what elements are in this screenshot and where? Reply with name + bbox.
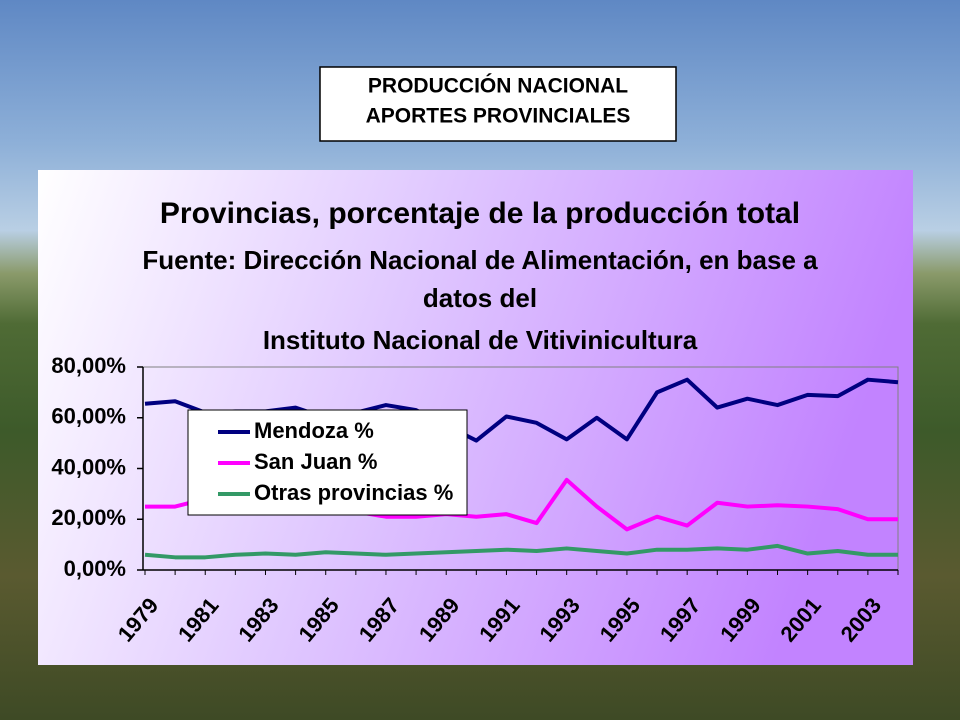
series-line: [144, 543, 898, 560]
chart-subtitle: datos del: [423, 283, 537, 313]
legend-label: San Juan %: [254, 449, 377, 474]
slide-title: PRODUCCIÓN NACIONAL: [368, 74, 628, 98]
y-tick-label: 0,00%: [64, 556, 126, 581]
y-tick-label: 60,00%: [51, 404, 126, 429]
y-tick-label: 20,00%: [51, 505, 126, 530]
y-tick-label: 80,00%: [51, 353, 126, 378]
legend-label: Mendoza %: [254, 418, 374, 443]
y-tick-label: 40,00%: [51, 454, 126, 479]
chart-subtitle: Instituto Nacional de Vitivinicultura: [263, 325, 698, 355]
chart-title: Provincias, porcentaje de la producción …: [160, 197, 800, 230]
slide-title: APORTES PROVINCIALES: [366, 105, 631, 128]
legend-label: Otras provincias %: [254, 480, 453, 505]
chart-subtitle: Fuente: Dirección Nacional de Alimentaci…: [142, 245, 818, 275]
chart-panel: [38, 170, 913, 665]
title-box: [319, 66, 677, 142]
